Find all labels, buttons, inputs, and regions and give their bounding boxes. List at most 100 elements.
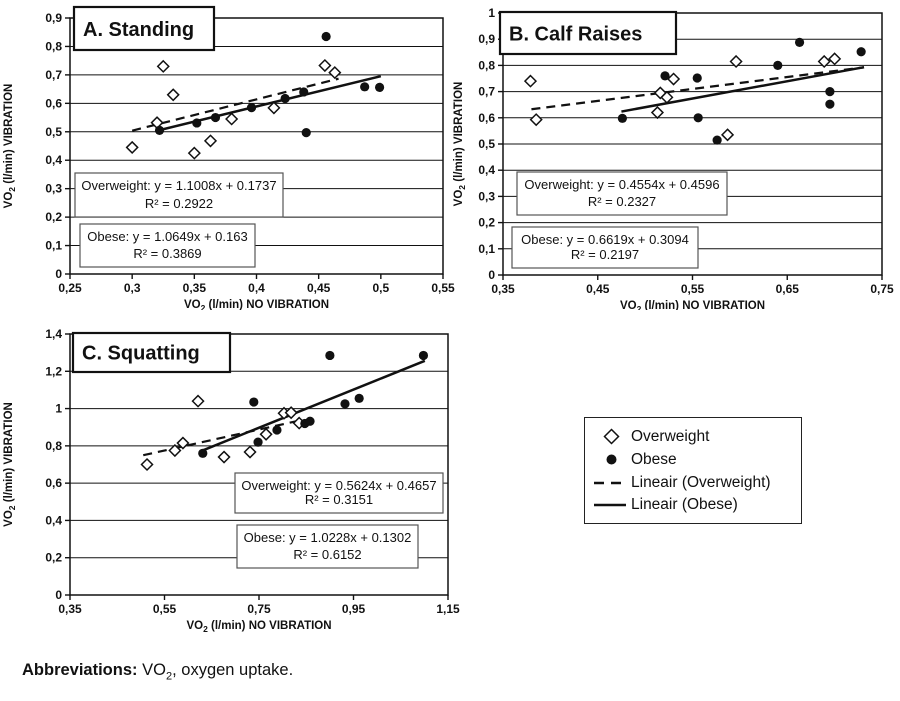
x-axis-title: VO2 (l/min) NO VIBRATION — [620, 300, 765, 310]
equation-box — [234, 472, 444, 514]
equation-line1: Overweight: y = 1.1008x + 0.1737 — [81, 178, 276, 193]
equation-line1: Overweight: y = 0.5624x + 0.4657 — [241, 478, 436, 493]
point-obese — [354, 393, 364, 403]
equation-box — [79, 223, 256, 268]
equation-line2: R² = 0.2197 — [571, 247, 639, 262]
y-axis-title: VO2 (l/min) VIBRATION — [3, 84, 17, 209]
x-tick-label: 0,25 — [58, 281, 82, 295]
y-tick-label: 0,2 — [45, 551, 62, 565]
solid-line-icon — [591, 500, 631, 510]
point-obese — [198, 448, 208, 458]
y-tick-label: 0,9 — [45, 11, 62, 25]
x-tick-label: 0,35 — [58, 602, 82, 616]
x-tick-label: 0,55 — [431, 281, 455, 295]
point-obese — [192, 118, 202, 128]
y-tick-label: 0,3 — [478, 189, 495, 203]
equation-line2: R² = 0.3151 — [305, 492, 373, 507]
point-overweight — [225, 112, 239, 126]
legend-item-lineair-obese: Lineair (Obese) — [591, 496, 801, 514]
point-overweight — [217, 450, 231, 464]
y-tick-label: 0,9 — [478, 32, 495, 46]
y-tick-label: 0,7 — [478, 85, 495, 99]
y-tick-label: 0,5 — [478, 137, 495, 151]
legend-label: Lineair (Obese) — [631, 495, 738, 513]
legend-label: Overweight — [631, 427, 710, 445]
point-obese — [253, 437, 263, 447]
legend-item-overweight: Overweight — [591, 427, 801, 446]
y-tick-label: 0 — [55, 267, 62, 281]
point-overweight — [729, 54, 743, 69]
point-obese — [856, 47, 866, 57]
x-tick-label: 0,75 — [870, 282, 894, 296]
point-obese — [360, 82, 370, 92]
x-axis-title: VO2 (l/min) NO VIBRATION — [184, 299, 329, 310]
point-overweight — [529, 113, 543, 127]
y-tick-label: 0 — [55, 588, 62, 602]
y-tick-label: 1,4 — [45, 327, 62, 341]
point-obese — [374, 82, 385, 93]
x-tick-label: 0,65 — [776, 282, 800, 296]
point-overweight — [203, 134, 218, 148]
x-tick-label: 0,5 — [372, 281, 389, 295]
y-tick-label: 1,2 — [45, 364, 62, 378]
x-tick-label: 0,45 — [586, 282, 610, 296]
point-overweight — [720, 128, 735, 142]
y-tick-label: 0,1 — [45, 239, 62, 253]
filled-circle-icon — [591, 450, 631, 469]
abbreviations-label: Abbreviations: — [22, 661, 138, 679]
point-obese — [154, 125, 165, 135]
point-obese — [773, 60, 783, 70]
equation-line2: R² = 0.2327 — [588, 194, 656, 209]
legend-item-obese: Obese — [591, 450, 801, 469]
x-tick-label: 0,95 — [342, 602, 366, 616]
chart-title-box — [72, 5, 216, 52]
chart-c-squatting: 0,35 0,55 0,75 0,95 1,15 0 0,2 0,4 0,6 0,8 1 1,2 1,4… — [0, 310, 480, 640]
y-tick-label: 0,8 — [45, 439, 62, 453]
abbreviations: Abbreviations: VO2, oxygen uptake. — [22, 661, 293, 682]
equation-line2: R² = 0.6152 — [293, 547, 361, 562]
trendline-dashed — [142, 418, 303, 457]
point-overweight — [666, 72, 681, 86]
y-tick-label: 0,2 — [478, 216, 495, 230]
point-obese — [280, 93, 290, 104]
chart-title: A. Standing — [83, 19, 194, 41]
equation-line1: Obese: y = 0.6619x + 0.3094 — [521, 232, 689, 247]
y-tick-label: 0,8 — [478, 58, 495, 72]
y-tick-label: 0,6 — [478, 111, 495, 125]
point-obese — [340, 399, 350, 409]
trendline-solid — [621, 65, 865, 113]
point-overweight — [259, 427, 273, 441]
point-overweight — [125, 140, 139, 154]
x-tick-label: 0,35 — [183, 281, 207, 295]
y-tick-label: 1 — [55, 402, 62, 416]
y-tick-label: 0,4 — [45, 513, 62, 527]
squatting-plot: 0,35 0,55 0,75 0,95 1,15 0 0,2 0,4 0,6 0,8 1 1,2 1,4… — [3, 327, 460, 634]
point-obese — [660, 71, 670, 81]
x-tick-label: 0,75 — [247, 602, 271, 616]
trendline-dashed — [131, 77, 339, 132]
point-obese — [321, 31, 331, 42]
point-overweight — [318, 58, 332, 73]
equation-line2: R² = 0.2922 — [145, 196, 213, 211]
chart-title-box — [498, 10, 678, 56]
x-tick-label: 1,15 — [436, 602, 460, 616]
point-obese — [617, 113, 627, 123]
equation-box — [236, 524, 419, 569]
point-overweight — [328, 66, 342, 80]
equation-line2: R² = 0.3869 — [133, 246, 201, 261]
point-overweight — [650, 105, 665, 120]
point-overweight — [168, 443, 182, 458]
chart-title: B. Calf Raises — [509, 24, 642, 46]
standing-plot: 0,25 0,3 0,35 0,4 0,45 0,5 0,55 0 0,1 0,2 0,3 0,4 0,… — [3, 5, 455, 310]
equation-line1: Obese: y = 1.0649x + 0.163 — [87, 229, 247, 244]
point-overweight — [140, 457, 154, 472]
y-tick-label: 0,4 — [478, 163, 495, 177]
open-diamond-icon — [591, 427, 631, 446]
point-overweight — [176, 436, 190, 450]
point-overweight — [187, 146, 201, 160]
y-tick-label: 0 — [488, 268, 495, 282]
point-obese — [210, 112, 221, 123]
equation-box — [516, 171, 728, 216]
point-overweight — [267, 101, 281, 115]
y-tick-label: 0,2 — [45, 210, 62, 224]
